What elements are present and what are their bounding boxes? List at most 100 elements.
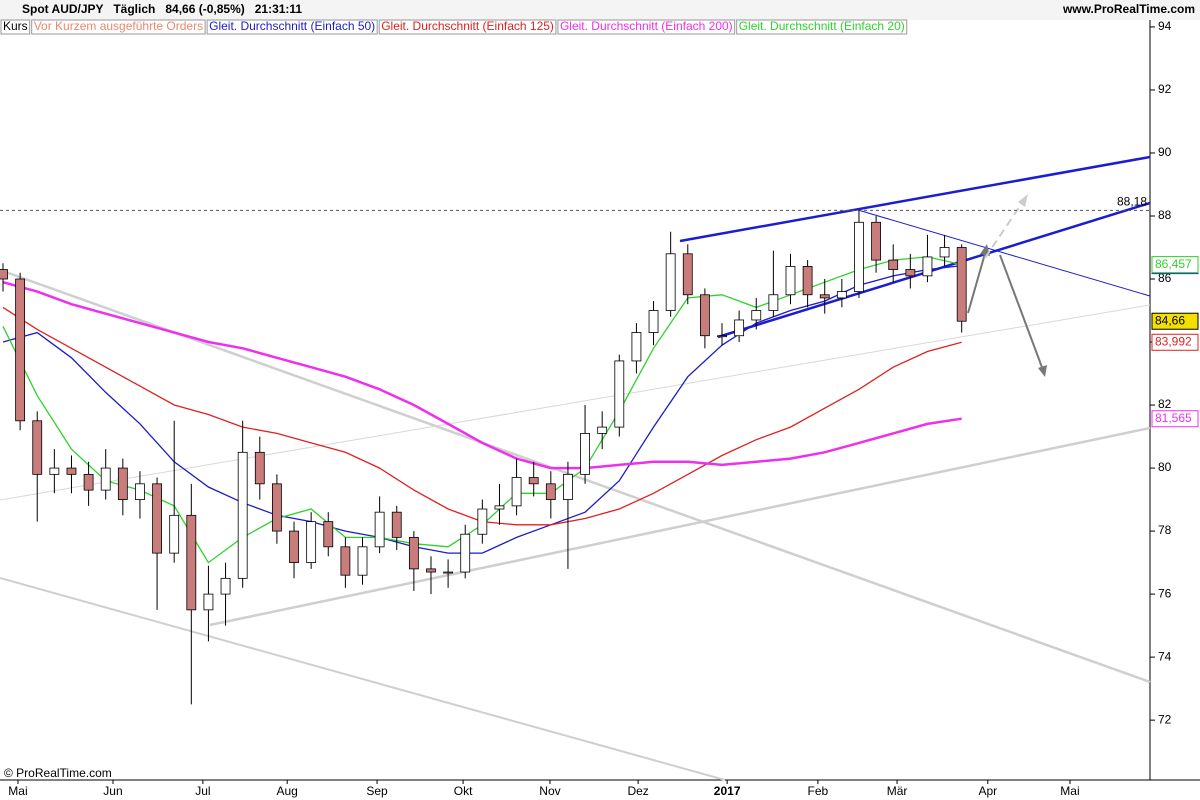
value-box-label: 86,457 xyxy=(1155,257,1192,271)
y-tick-label: 94 xyxy=(1158,19,1172,33)
candle-body xyxy=(66,467,77,475)
candle-body xyxy=(717,335,727,338)
candle-body xyxy=(289,530,299,563)
candle-body xyxy=(699,294,710,337)
candle-body xyxy=(391,511,402,538)
trend-line xyxy=(209,426,1151,627)
candle-body xyxy=(614,360,625,428)
copyright: © ProRealTime.com xyxy=(4,766,112,780)
level-label: 88,18 xyxy=(1117,194,1147,208)
trend-line xyxy=(679,155,1151,243)
candle-body xyxy=(648,310,659,333)
candle-body xyxy=(254,451,265,485)
candle-body xyxy=(152,483,162,554)
candle-body xyxy=(203,593,214,611)
candle-body xyxy=(665,253,676,311)
candle-body xyxy=(751,310,762,321)
candle-body xyxy=(220,577,231,595)
x-tick-label: Feb xyxy=(808,784,829,798)
y-tick-label: 90 xyxy=(1158,145,1172,159)
legend-box xyxy=(206,19,378,35)
value-box-label: 84,66 xyxy=(1155,313,1185,327)
x-tick-label: Apr xyxy=(978,784,997,798)
arrow xyxy=(967,249,987,314)
candle-body xyxy=(83,473,94,491)
legend-entry: Gleit. Durchschnitt (Einfach 20) xyxy=(739,19,905,33)
legend-entry: Gleit. Durchschnitt (Einfach 125) xyxy=(381,19,554,33)
legend-entry: Gleit. Durchschnitt (Einfach 50) xyxy=(209,19,375,33)
y-tick-label: 80 xyxy=(1158,460,1172,474)
y-tick-label: 78 xyxy=(1158,523,1172,537)
candle-body xyxy=(272,483,282,532)
candle-body xyxy=(905,269,916,277)
candle-body xyxy=(545,483,556,500)
legend-box xyxy=(557,19,736,35)
trend-line xyxy=(717,201,1151,339)
candle-body xyxy=(563,473,573,500)
candle-body xyxy=(186,514,197,611)
candle-body xyxy=(939,247,950,258)
y-tick-label: 72 xyxy=(1158,712,1172,726)
x-tick-label: Mai xyxy=(8,784,27,798)
candle-body xyxy=(494,505,505,510)
candle-body xyxy=(117,467,128,500)
trend-line xyxy=(857,209,1151,297)
legend-entry: Vor Kurzem ausgeführte Orders xyxy=(34,19,203,33)
legend-box xyxy=(378,19,557,35)
value-box xyxy=(1151,333,1199,351)
candle-body xyxy=(408,536,419,570)
value-box-label: 81,565 xyxy=(1155,411,1192,425)
candle-body xyxy=(443,571,454,574)
candle-body xyxy=(0,269,8,280)
candle-body xyxy=(528,477,539,485)
candle-body xyxy=(922,256,933,277)
candle-body xyxy=(682,253,693,296)
candle-body xyxy=(871,221,881,261)
candle-body xyxy=(597,426,608,434)
candle-body xyxy=(357,546,368,576)
y-tick-label: 86 xyxy=(1158,271,1172,285)
candle-body xyxy=(306,521,317,563)
candle-body xyxy=(340,546,351,576)
y-tick-label: 76 xyxy=(1158,586,1172,600)
x-tick-label: Mär xyxy=(887,784,908,798)
x-tick-label: Aug xyxy=(276,784,297,798)
candle-body xyxy=(477,508,488,535)
candle-body xyxy=(511,477,522,507)
x-tick-label: Okt xyxy=(454,784,473,798)
candle-body xyxy=(580,432,590,475)
arrow-head xyxy=(1018,194,1028,207)
candle-body xyxy=(15,278,26,422)
candle-body xyxy=(237,451,248,579)
arrow xyxy=(999,254,1044,371)
trend-line xyxy=(0,304,1151,501)
x-tick-label: 2017 xyxy=(714,784,741,798)
candle-body xyxy=(836,291,847,299)
candle-body xyxy=(323,521,334,548)
candle-body xyxy=(49,467,60,475)
value-box xyxy=(1151,256,1199,274)
candle-body xyxy=(169,514,180,554)
candle-body xyxy=(100,467,111,491)
candle-body xyxy=(631,332,642,362)
y-tick-label: 92 xyxy=(1158,82,1172,96)
x-tick-label: Jul xyxy=(195,784,210,798)
candle-body xyxy=(135,483,145,500)
candle-body xyxy=(768,294,779,311)
x-tick-label: Dez xyxy=(627,784,648,798)
legend-box xyxy=(31,19,206,35)
y-tick-label: 74 xyxy=(1158,649,1172,663)
candle-body xyxy=(32,420,43,475)
candle-body xyxy=(785,266,796,296)
candle-body xyxy=(956,247,967,322)
x-tick-label: Sep xyxy=(366,784,388,798)
ma-line xyxy=(2,264,962,554)
legend-box xyxy=(736,19,908,35)
trend-line xyxy=(0,577,726,781)
candle-body xyxy=(802,266,813,296)
chart-title: Spot AUD/JPY Täglich 84,66 (-0,85%) 21:3… xyxy=(22,2,302,16)
legend-box xyxy=(0,19,31,35)
value-box-label: 83,992 xyxy=(1155,334,1192,348)
